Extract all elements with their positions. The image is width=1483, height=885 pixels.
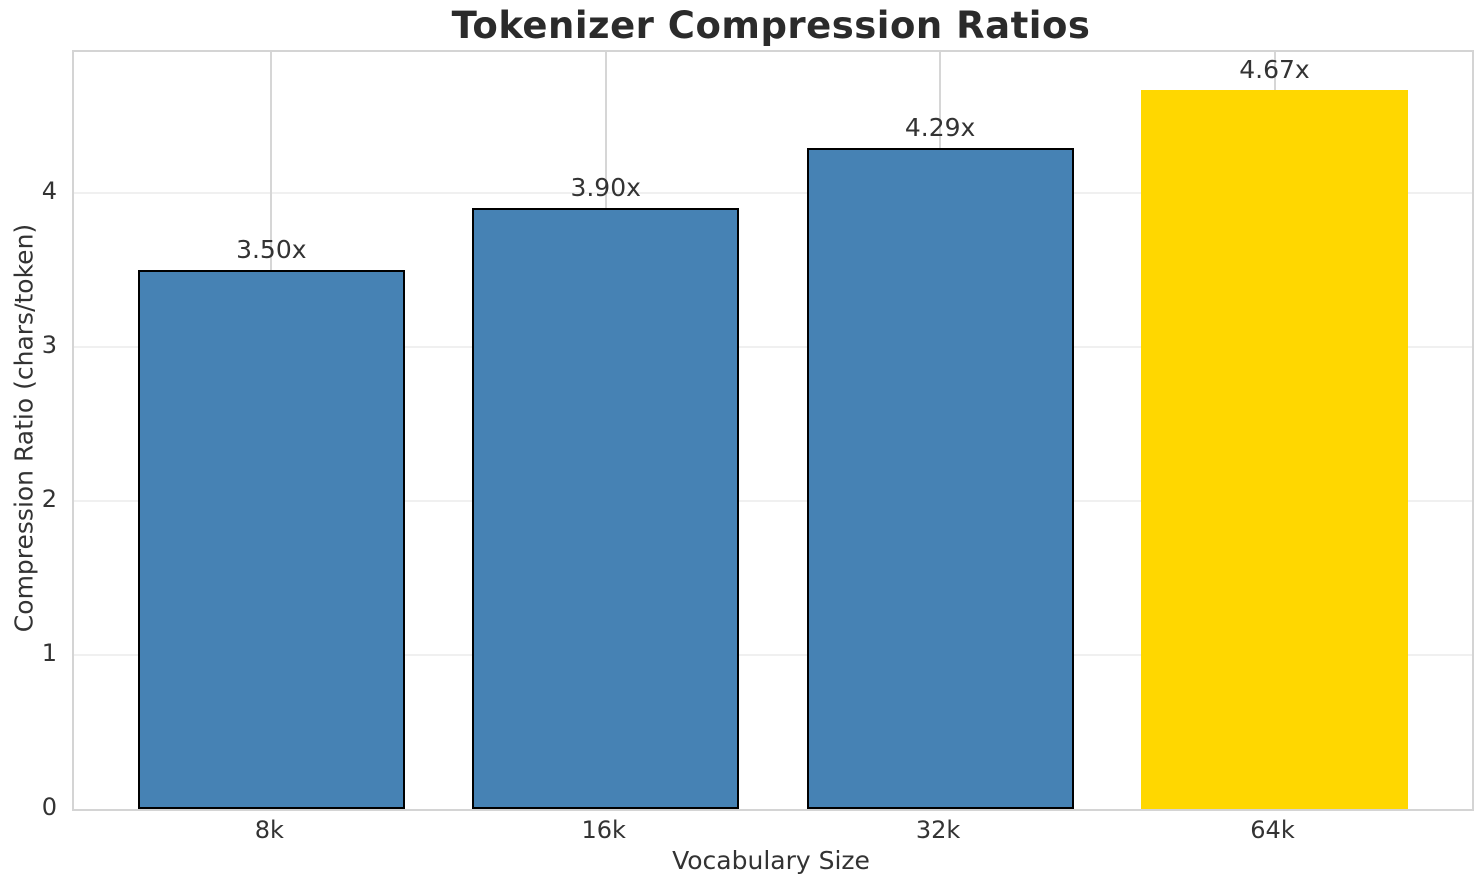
bar-32k bbox=[806, 148, 1074, 809]
plot-area: 3.50x 3.90x 4.29x 4.67x bbox=[72, 50, 1474, 811]
bar-value-label: 4.67x bbox=[1239, 54, 1310, 84]
y-gridline bbox=[74, 500, 1472, 502]
y-tick-label: 2 bbox=[41, 485, 57, 513]
x-tick-label: 8k bbox=[254, 816, 284, 844]
y-tick-label: 1 bbox=[41, 639, 57, 667]
x-axis-label: Vocabulary Size bbox=[672, 846, 870, 875]
bar-value-label: 3.50x bbox=[236, 235, 307, 264]
y-axis-label: Compression Ratio (chars/token) bbox=[9, 223, 39, 633]
y-gridline bbox=[74, 654, 1472, 656]
x-tick-label: 32k bbox=[915, 816, 961, 844]
bar-16k bbox=[472, 208, 740, 809]
y-gridline bbox=[74, 192, 1472, 194]
bar-64k bbox=[1141, 89, 1408, 809]
bar-value-label: 3.90x bbox=[570, 173, 641, 203]
y-tick-label: 3 bbox=[41, 331, 57, 359]
x-tick-label: 16k bbox=[581, 816, 626, 844]
x-tick-label: 64k bbox=[1250, 816, 1295, 844]
y-tick-label: 0 bbox=[41, 793, 57, 821]
bar-8k bbox=[137, 270, 405, 809]
y-tick-label: 4 bbox=[41, 177, 57, 205]
bar-value-label: 4.29x bbox=[904, 113, 976, 143]
chart-title: Tokenizer Compression Ratios bbox=[451, 4, 1091, 47]
y-gridline bbox=[74, 346, 1472, 348]
